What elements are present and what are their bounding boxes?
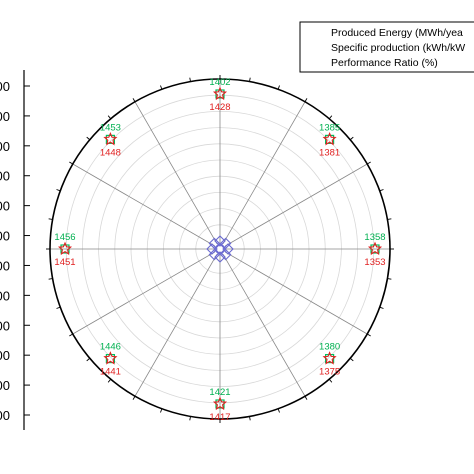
performance-ratio-point — [208, 237, 221, 250]
grid-spoke — [224, 163, 368, 247]
specific-production-point — [367, 241, 383, 256]
specific-production-point — [322, 131, 337, 146]
legend-label: Performance Ratio (%) — [331, 57, 438, 69]
legend-label: Specific production (kWh/kW — [331, 42, 465, 54]
polar-tick — [132, 98, 136, 103]
specific-production-point — [103, 131, 118, 146]
grid-spoke — [222, 253, 306, 397]
specific-production-point — [103, 351, 118, 365]
left-axis-tick-label: 00 — [0, 318, 10, 333]
performance-ratio-point — [214, 235, 226, 247]
energy-data-label: 1453 — [100, 122, 121, 133]
left-axis-tick-label: 00 — [0, 348, 10, 363]
specific-production-data-label: 1375 — [319, 367, 340, 378]
polar-tick — [277, 85, 280, 90]
grid-spoke — [134, 101, 218, 245]
specific-production-data-label: 1448 — [100, 147, 121, 158]
grid-spoke — [222, 101, 306, 245]
polar-tick — [48, 278, 53, 280]
polar-tick — [86, 136, 91, 141]
performance-ratio-point — [219, 248, 232, 261]
left-axis-tick-label: 00 — [0, 199, 10, 214]
performance-ratio-point — [214, 251, 226, 263]
grid-spoke — [224, 251, 368, 335]
polar-tick — [160, 408, 163, 413]
polar-tick — [56, 189, 61, 192]
polar-tick — [379, 306, 384, 309]
left-axis-tick-label: 00 — [0, 109, 10, 124]
left-axis-tick-label: 00 — [0, 79, 10, 94]
performance-ratio-point — [222, 243, 234, 255]
energy-data-label: 1446 — [100, 342, 121, 353]
energy-data-label: 1402 — [209, 77, 230, 88]
polar-tick — [328, 378, 333, 383]
polar-tick — [304, 395, 308, 400]
polar-tick — [249, 416, 251, 421]
polar-tick — [69, 161, 74, 165]
performance-ratio-point — [219, 237, 232, 250]
specific-production-data-label: 1381 — [319, 147, 340, 158]
left-axis-tick-label: 00 — [0, 288, 10, 303]
polar-tick — [107, 115, 112, 120]
polar-tick — [366, 161, 371, 165]
polar-tick — [379, 189, 384, 192]
polar-tick — [86, 357, 91, 362]
grid-spoke — [134, 253, 218, 397]
polar-tick — [189, 77, 191, 82]
grid-spoke — [72, 251, 216, 335]
energy-data-label: 1358 — [364, 232, 385, 243]
left-axis: 00 00 00 00 00 00 00 00 00 00 00 00 — [0, 70, 30, 430]
polar-tick — [387, 278, 392, 280]
polar-tick — [132, 395, 136, 400]
specific-production-data-label: 1428 — [209, 102, 230, 113]
polar-grid — [46, 75, 394, 423]
polar-tick — [189, 416, 191, 421]
polar-tick — [249, 77, 251, 82]
specific-production-data-label: 1353 — [364, 257, 385, 268]
left-axis-tick-label: 00 — [0, 169, 10, 184]
left-axis-tick-label: 00 — [0, 378, 10, 393]
data-labels: 1402 1428 1385 1381 1358 1353 1380 1375 1421 1417… — [54, 77, 385, 423]
specific-production-data-label: 1451 — [54, 257, 75, 268]
polar-tick — [48, 218, 53, 220]
left-axis-tick-label: 00 — [0, 258, 10, 273]
polar-tick — [69, 333, 74, 337]
polar-tick — [349, 357, 354, 362]
polar-tick — [349, 136, 354, 141]
polar-tick — [56, 306, 61, 309]
specific-production-point — [212, 86, 228, 101]
legend: Produced Energy (MWh/yea Specific product… — [299, 21, 474, 73]
grid-spoke — [72, 163, 216, 247]
specific-production-point — [212, 396, 228, 411]
polar-tick — [160, 85, 163, 90]
energy-data-label: 1456 — [54, 232, 75, 243]
energy-data-label: 1380 — [319, 342, 340, 353]
specific-production-data-label: 1441 — [100, 367, 121, 378]
energy-data-label: 1421 — [209, 387, 230, 398]
specific-production-point — [322, 351, 337, 365]
legend-box — [299, 21, 474, 73]
specific-production-data-label: 1417 — [209, 412, 230, 423]
left-axis-tick-label: 00 — [0, 408, 10, 423]
left-axis-tick-label: 00 — [0, 139, 10, 154]
data-markers — [57, 26, 383, 411]
performance-ratio-point — [214, 243, 226, 255]
polar-tick — [107, 378, 112, 383]
polar-tick — [277, 408, 280, 413]
left-axis-tick-label: 00 — [0, 229, 10, 244]
polar-tick — [387, 218, 392, 220]
polar-tick — [366, 333, 371, 337]
specific-production-point — [57, 241, 73, 256]
polar-tick — [304, 98, 308, 103]
energy-data-label: 1385 — [319, 122, 340, 133]
legend-label: Produced Energy (MWh/yea — [331, 27, 463, 39]
polar-tick — [328, 115, 333, 120]
